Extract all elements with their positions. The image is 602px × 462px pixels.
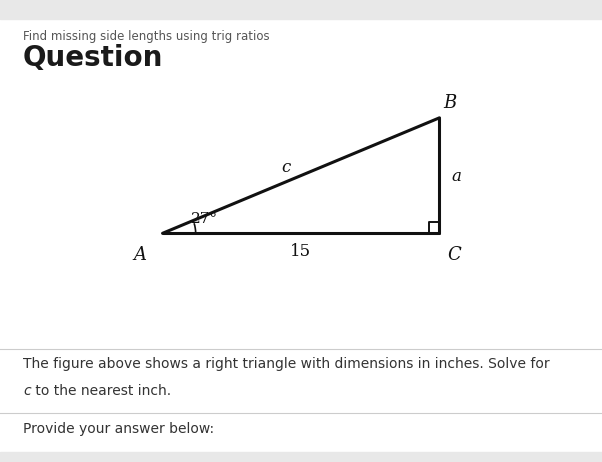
Text: c: c bbox=[281, 159, 291, 176]
Bar bbox=[0, 452, 602, 462]
Text: C: C bbox=[448, 247, 461, 264]
Text: a: a bbox=[452, 168, 461, 185]
Bar bbox=[0, 0, 602, 19]
Text: B: B bbox=[444, 94, 457, 112]
Text: A: A bbox=[133, 247, 146, 264]
Text: Find missing side lengths using trig ratios: Find missing side lengths using trig rat… bbox=[23, 30, 270, 43]
Text: Question: Question bbox=[23, 44, 163, 72]
Text: 27°: 27° bbox=[191, 212, 219, 226]
Text: to the nearest inch.: to the nearest inch. bbox=[31, 384, 171, 398]
Text: Provide your answer below:: Provide your answer below: bbox=[23, 422, 214, 436]
Text: c: c bbox=[23, 384, 31, 398]
Text: 15: 15 bbox=[290, 243, 312, 260]
Text: The figure above shows a right triangle with dimensions in inches. Solve for: The figure above shows a right triangle … bbox=[23, 357, 550, 371]
